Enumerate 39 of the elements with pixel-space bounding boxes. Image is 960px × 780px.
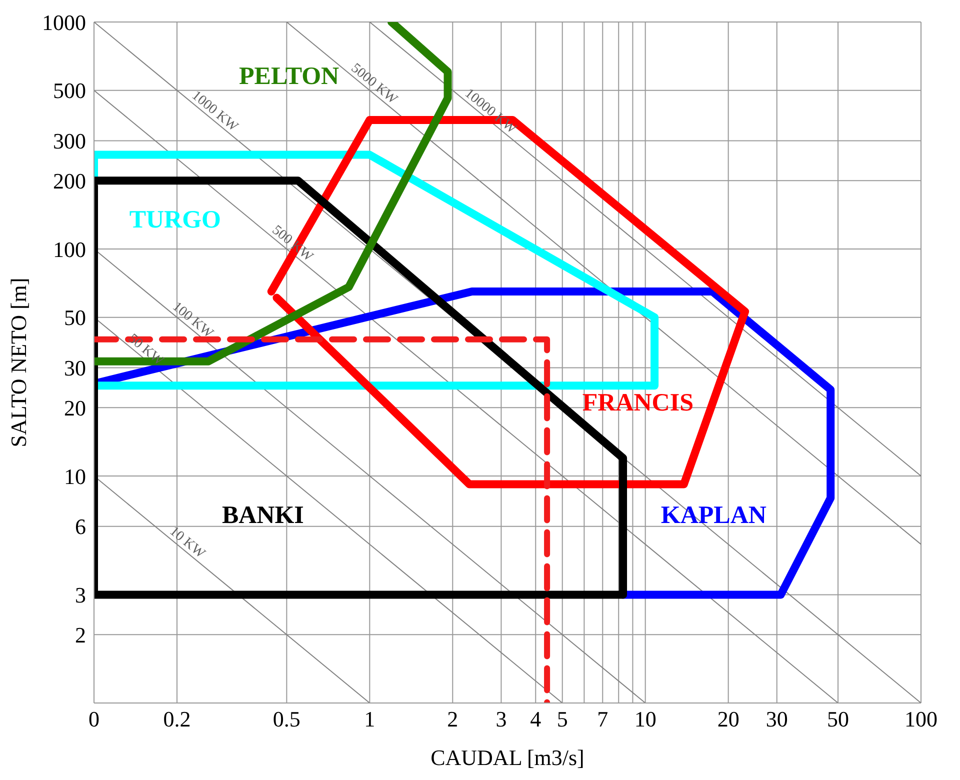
x-tick-label: 20 [717, 706, 740, 732]
x-tick-label: 1 [364, 706, 376, 732]
x-axis-title: CAUDAL [m3/s] [430, 745, 584, 770]
x-tick-label: 0.5 [272, 706, 300, 732]
x-tick-label: 30 [766, 706, 788, 732]
x-tick-label: 4 [530, 706, 542, 732]
y-tick-label: 10 [64, 464, 86, 489]
text: 50 KW [125, 331, 167, 370]
text: 10 KW [166, 524, 208, 562]
x-tick-label: 7 [597, 706, 608, 732]
y-tick-label: 200 [53, 168, 86, 194]
y-tick-label: 6 [75, 514, 86, 540]
text: BANKI [222, 502, 304, 529]
text: 500 KW [268, 222, 316, 266]
x-tick-label: 10 [634, 706, 656, 732]
series-label: TURGO [129, 206, 222, 234]
y-tick-label: 50 [64, 305, 86, 330]
y-tick-label: 100 [53, 236, 86, 262]
x-tick-label: 100 [904, 706, 938, 732]
y-axis-title: SALTO NETO [m] [6, 278, 31, 448]
x-tick-label: 3 [496, 706, 507, 732]
x-tick-label: 0.2 [163, 706, 191, 732]
text: 100 KW [169, 299, 216, 342]
series-label: KAPLAN [660, 502, 766, 529]
text: PELTON [239, 63, 340, 90]
y-tick-label: 300 [53, 128, 86, 154]
y-tick-label: 3 [75, 582, 86, 608]
x-tick-label: 0 [88, 706, 100, 732]
x-tick-label: 5 [556, 706, 568, 732]
y-tick-label: 1000 [42, 10, 86, 35]
text: 1000 KW [188, 88, 242, 136]
text: 5000 KW [348, 60, 400, 108]
y-tick-label: 20 [64, 395, 86, 420]
x-tick-label: 2 [447, 706, 458, 732]
x-tick-label: 50 [827, 706, 850, 732]
series-label: FRANCIS [582, 389, 694, 416]
y-tick-label: 2 [75, 622, 86, 648]
y-tick-label: 30 [64, 356, 86, 381]
y-tick-label: 500 [53, 78, 86, 104]
